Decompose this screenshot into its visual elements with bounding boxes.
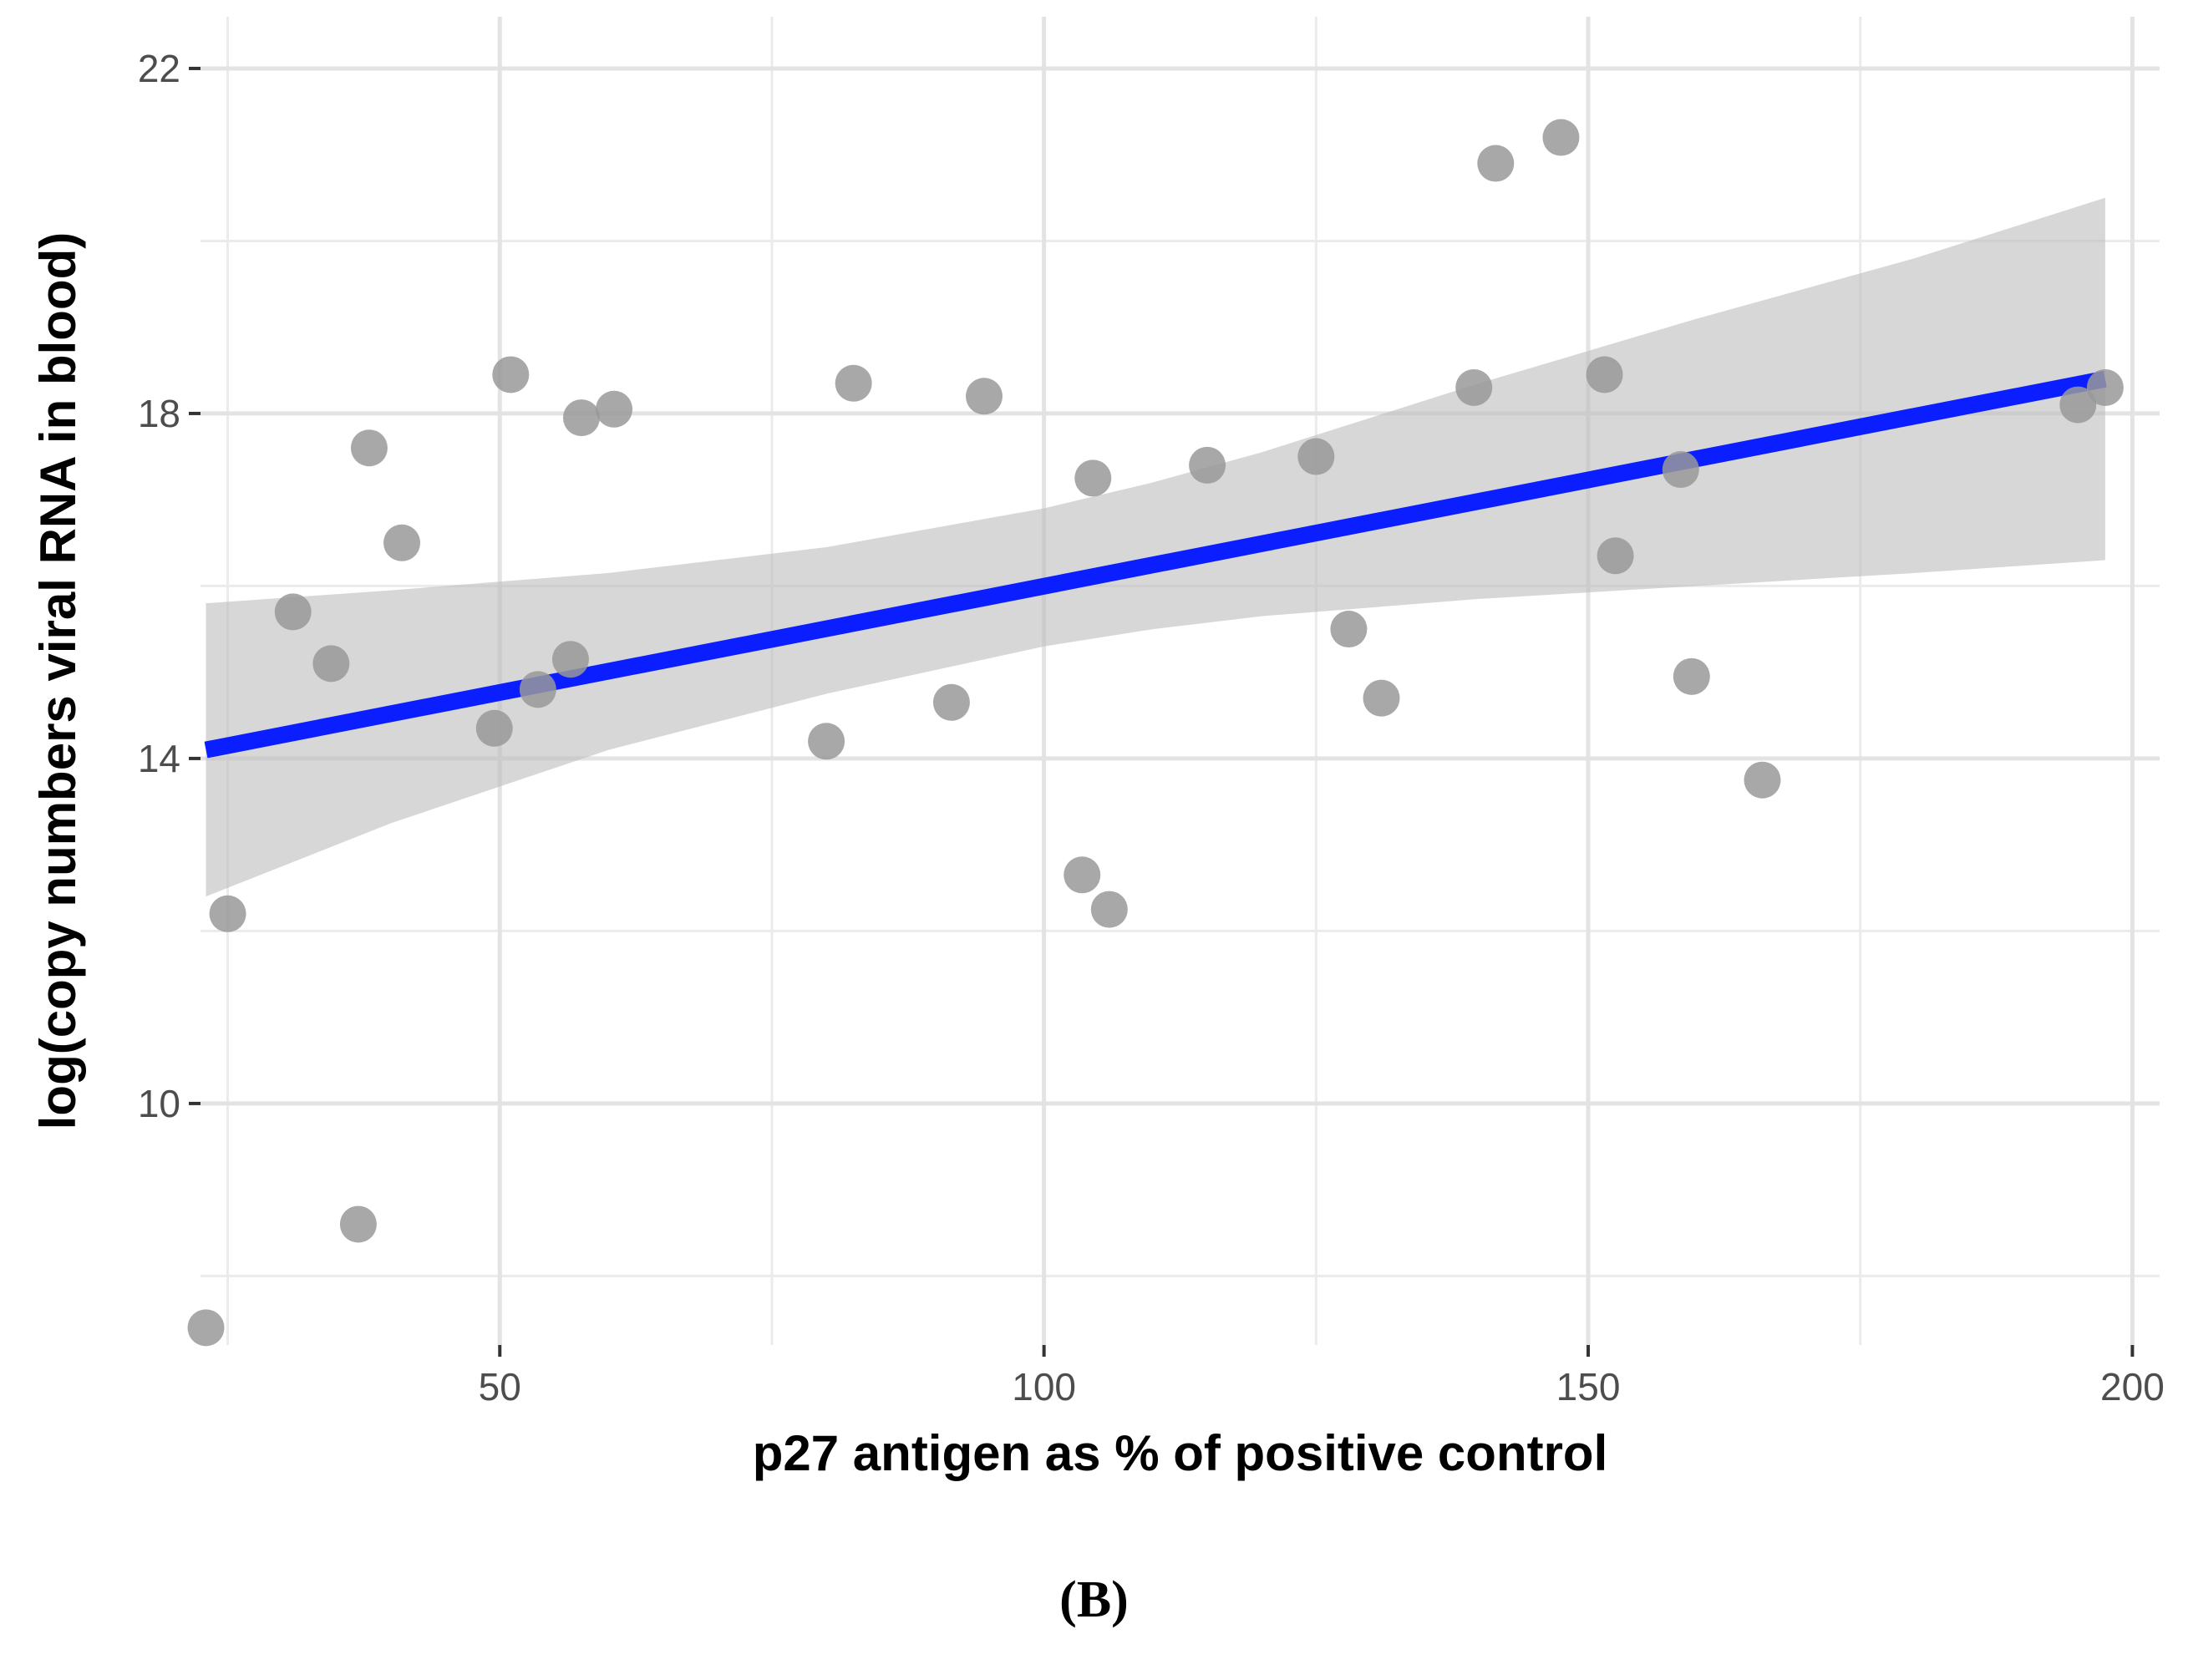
data-point — [1363, 679, 1400, 717]
data-point — [350, 429, 388, 467]
data-point — [932, 683, 970, 721]
data-points — [187, 119, 2124, 1347]
data-point — [1090, 891, 1128, 928]
data-point — [383, 524, 421, 561]
data-point — [1586, 356, 1623, 393]
data-point — [808, 723, 845, 760]
data-point — [966, 378, 1003, 415]
y-tick-label: 10 — [138, 1082, 180, 1125]
data-point — [1074, 459, 1112, 497]
y-axis-title: log(copy numbers viral RNA in blood) — [30, 232, 86, 1130]
data-point — [1744, 761, 1781, 799]
confidence-band — [206, 197, 2105, 897]
data-point — [596, 390, 633, 428]
data-point — [519, 671, 556, 708]
data-point — [551, 641, 589, 678]
y-tick-label: 22 — [138, 47, 180, 90]
data-point — [2059, 386, 2097, 424]
data-point — [1542, 119, 1580, 156]
y-tick-label: 18 — [138, 392, 180, 435]
data-point — [1477, 145, 1515, 182]
data-point — [339, 1205, 377, 1243]
data-point — [187, 1309, 225, 1347]
y-tick-label: 14 — [138, 737, 180, 780]
data-point — [492, 356, 530, 393]
data-point — [475, 709, 513, 747]
data-point — [1673, 657, 1710, 695]
data-point — [312, 645, 350, 683]
data-point — [1330, 611, 1368, 648]
panel-label: (B) — [1059, 1571, 1129, 1628]
x-tick-label: 150 — [1556, 1365, 1621, 1408]
data-point — [274, 593, 312, 631]
x-tick-label: 100 — [1012, 1365, 1076, 1408]
data-point — [562, 399, 600, 437]
data-point — [1597, 537, 1634, 575]
data-point — [1297, 438, 1335, 475]
data-point — [1064, 856, 1101, 894]
data-point — [835, 364, 872, 402]
data-point — [1662, 451, 1699, 489]
data-point — [2086, 368, 2124, 406]
confidence-band-layer — [206, 197, 2105, 897]
data-point — [209, 895, 246, 932]
x-tick-label: 200 — [2100, 1365, 2165, 1408]
axes: 10 14 18 22 50 100 150 200 — [138, 47, 2165, 1408]
x-tick-label: 50 — [479, 1365, 521, 1408]
data-point — [1455, 368, 1493, 406]
data-point — [1189, 446, 1226, 484]
x-axis-title: p27 antigen as % of positive control — [753, 1425, 1608, 1481]
